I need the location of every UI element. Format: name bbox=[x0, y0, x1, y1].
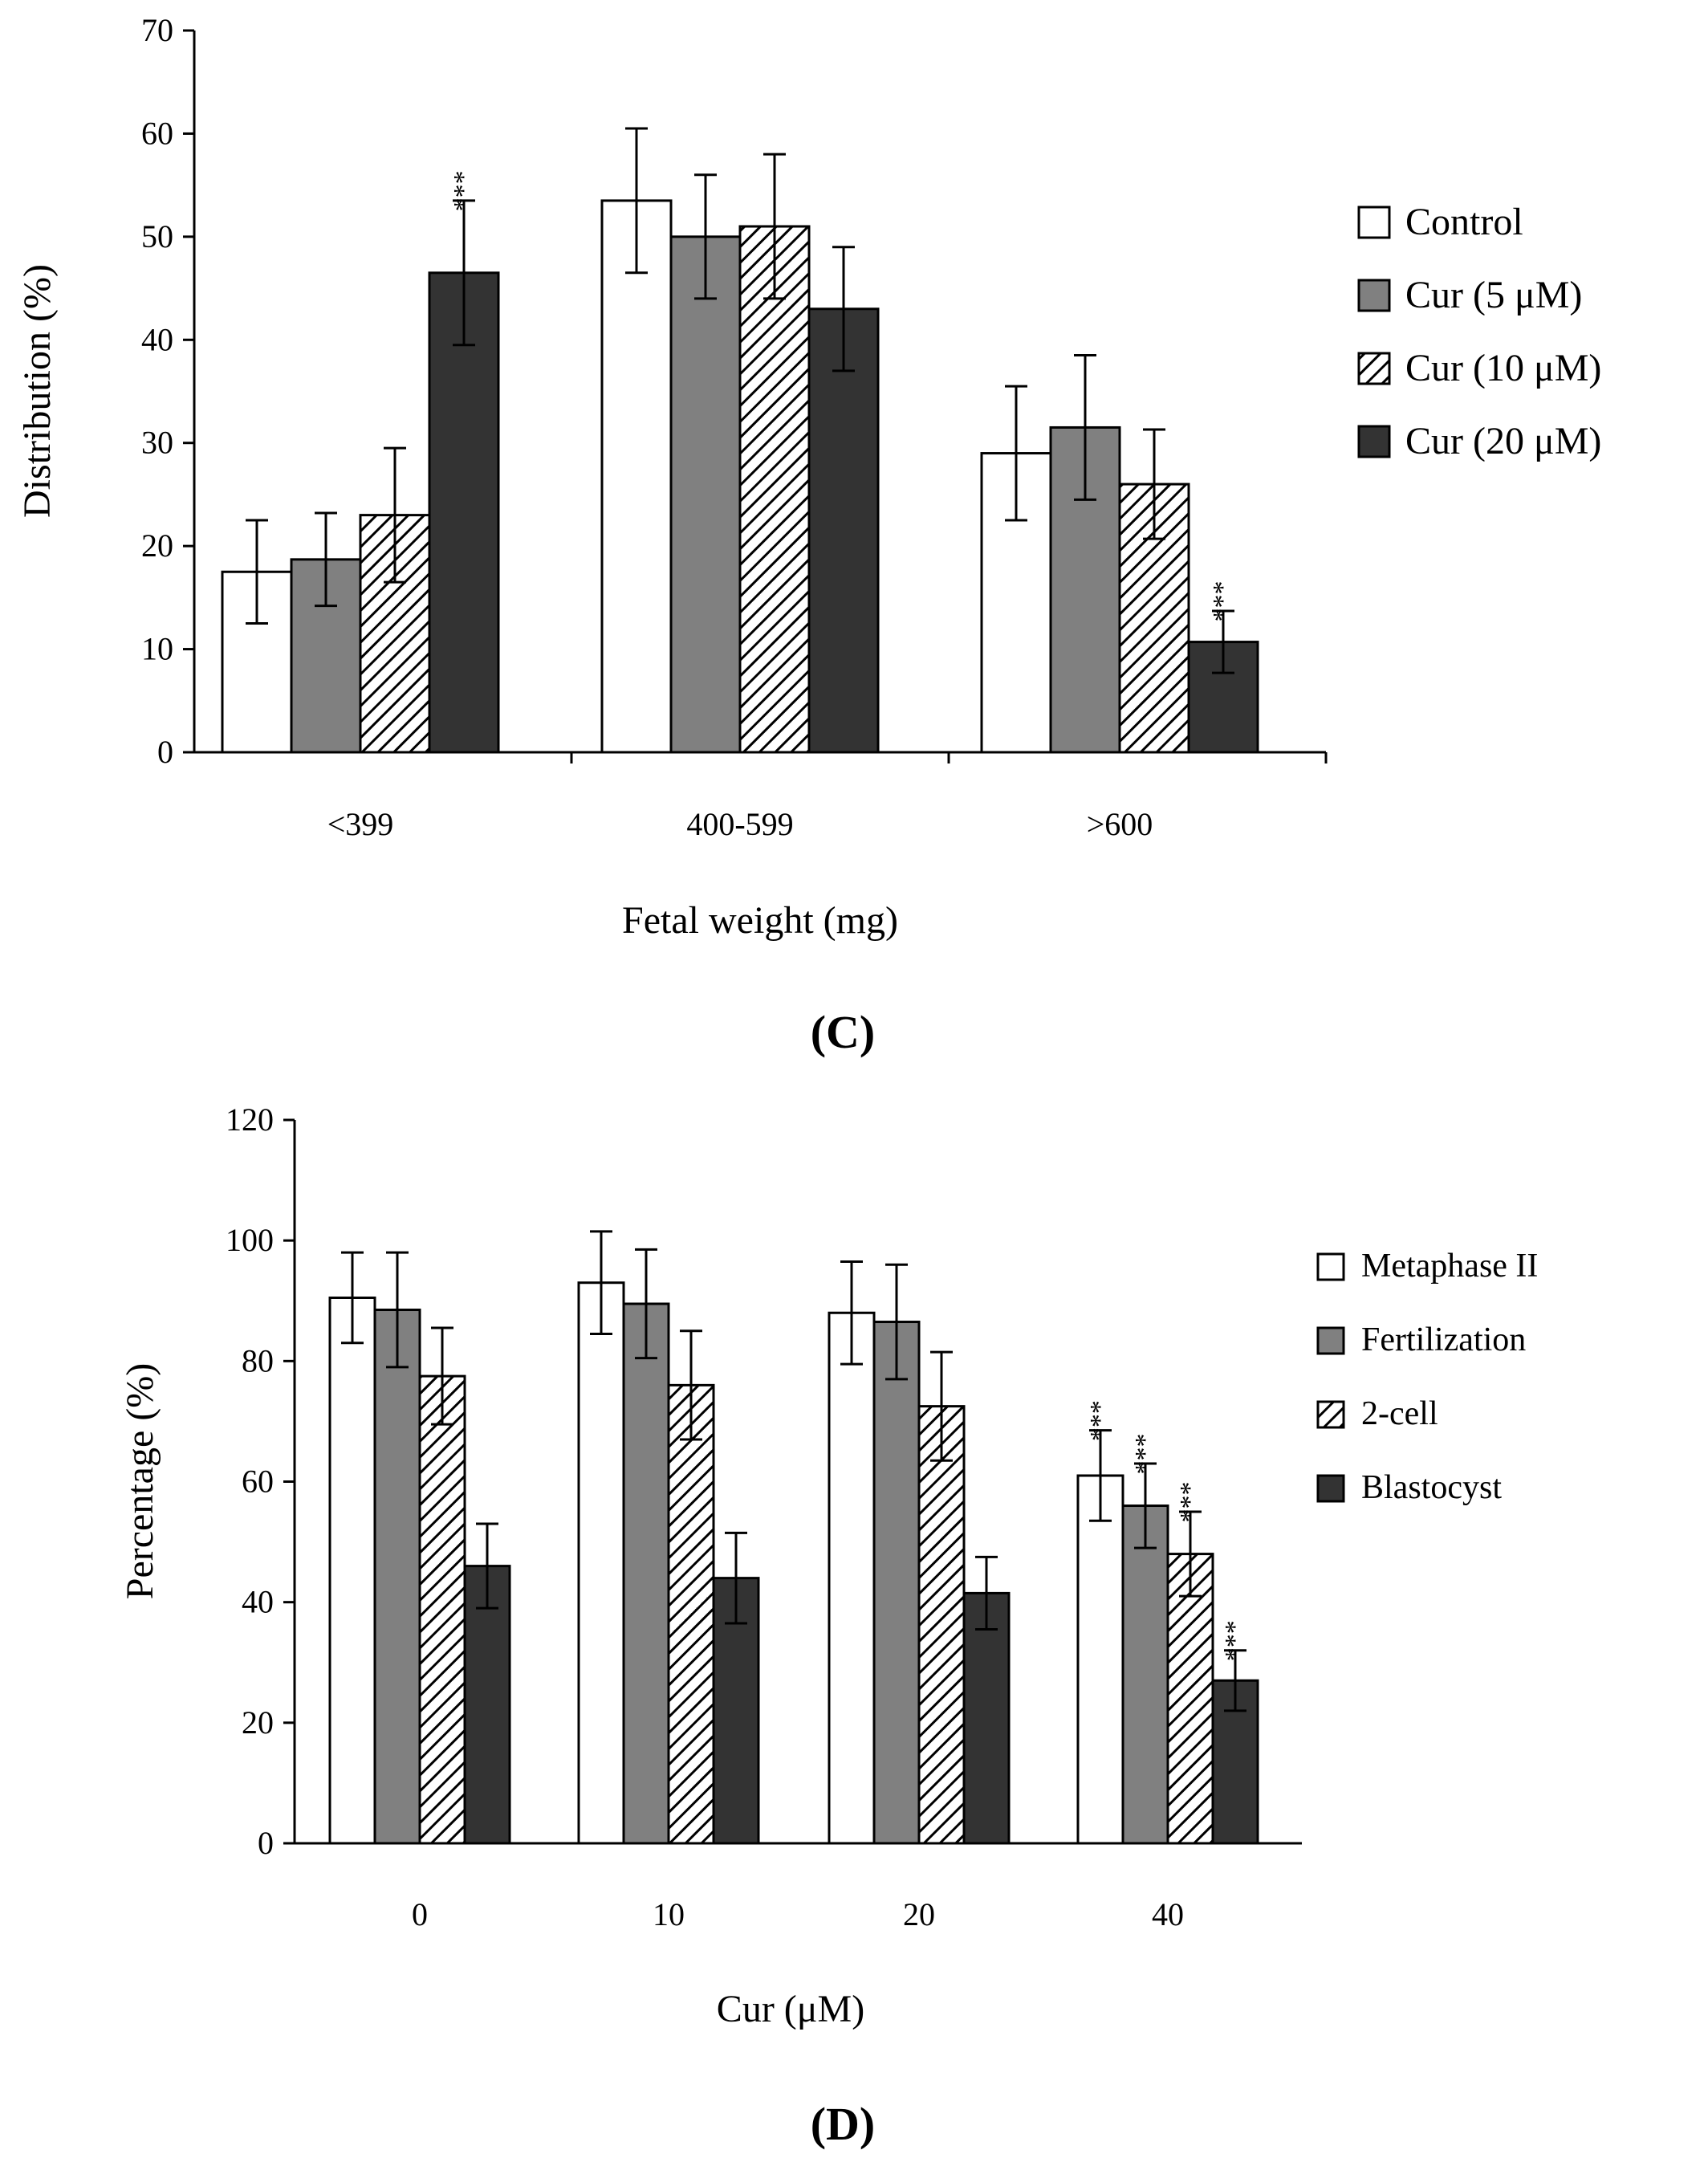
chart-d-bar bbox=[1166, 1553, 1214, 1845]
chart-c-legend-swatch bbox=[1357, 425, 1391, 458]
chart-d-bars: *** *** *** *** bbox=[328, 1230, 1259, 1845]
chart-c-bars: *** *** bbox=[221, 127, 1259, 754]
chart-c-bar bbox=[669, 235, 742, 754]
chart-c-legend-swatch bbox=[1357, 206, 1391, 239]
chart-c-bar bbox=[600, 199, 673, 754]
chart-c-bar bbox=[428, 271, 500, 754]
chart-d-bar bbox=[577, 1281, 625, 1845]
chart-d-legend-swatch bbox=[1316, 1252, 1345, 1281]
chart-d-bar bbox=[828, 1311, 876, 1845]
chart-c-bar bbox=[290, 558, 362, 754]
chart-d-y-tick-label: 60 bbox=[242, 1464, 274, 1500]
chart-d-panel-label: (D) bbox=[811, 2098, 876, 2150]
chart-d-y-tick-label: 100 bbox=[226, 1222, 274, 1258]
chart-c-bar bbox=[738, 225, 811, 754]
chart-c-legend-label: Cur (20 μM) bbox=[1405, 420, 1601, 462]
chart-d-legend-label: Fertilization bbox=[1361, 1321, 1526, 1358]
chart-d-bar bbox=[1121, 1504, 1169, 1845]
chart-c-x-tick-label: <399 bbox=[327, 806, 394, 842]
chart-c-y-tick-label: 0 bbox=[157, 734, 173, 770]
chart-d-bar bbox=[622, 1302, 670, 1845]
chart-d-significance-mark: *** bbox=[1130, 1433, 1160, 1474]
chart-c-significance-mark: *** bbox=[449, 170, 478, 211]
chart-c-y-tick-label: 40 bbox=[141, 321, 173, 357]
chart-d-bar bbox=[667, 1383, 715, 1845]
chart-d-x-axis-title: Cur (μM) bbox=[717, 1988, 864, 2030]
chart-c-legend-swatch bbox=[1357, 279, 1391, 312]
chart-d-bar bbox=[962, 1591, 1011, 1845]
chart-d-legend-label: Metaphase II bbox=[1361, 1248, 1538, 1285]
chart-d-x-tick-labels: 0 10 20 40 bbox=[412, 1896, 1184, 1932]
chart-d-y-tick-label: 120 bbox=[226, 1101, 274, 1138]
chart-c-legend-label: Control bbox=[1405, 201, 1523, 243]
chart-c-y-tick-label: 10 bbox=[141, 631, 173, 667]
chart-c-y-tick-label: 60 bbox=[141, 115, 173, 151]
chart-d-legend-swatch bbox=[1316, 1326, 1345, 1355]
chart-d-y-tick-label: 0 bbox=[258, 1825, 274, 1861]
chart-c-y-tick-label: 20 bbox=[141, 527, 173, 564]
chart-c-y-tick-label: 70 bbox=[141, 12, 173, 48]
chart-d: 0 20 40 60 80 100 120 0 10 20 40 *** *** *** *** Cur… bbox=[119, 1101, 1538, 2150]
chart-c: 0 10 20 30 40 50 60 70 <399 400-599 >600 *** *** F… bbox=[16, 12, 1601, 1058]
chart-d-legend-swatch bbox=[1316, 1474, 1345, 1503]
chart-d-bar bbox=[373, 1309, 421, 1845]
chart-c-legend: Control Cur (5 μM) Cur (10 μM) Cur (20 μM) bbox=[1357, 201, 1601, 462]
chart-d-y-tick-label: 40 bbox=[242, 1584, 274, 1620]
chart-c-x-axis-title: Fetal weight (mg) bbox=[622, 899, 898, 942]
chart-d-x-tick-label: 0 bbox=[412, 1896, 428, 1932]
chart-d-bar bbox=[1076, 1474, 1124, 1845]
chart-d-legend-swatch bbox=[1316, 1400, 1345, 1429]
chart-c-x-tick-label: 400-599 bbox=[686, 806, 793, 842]
chart-d-x-tick-label: 40 bbox=[1152, 1896, 1184, 1932]
chart-d-y-axis-title: Percentage (%) bbox=[119, 1363, 161, 1600]
chart-c-legend-label: Cur (5 μM) bbox=[1405, 274, 1582, 316]
chart-d-bar bbox=[872, 1321, 921, 1845]
chart-d-x-tick-label: 10 bbox=[653, 1896, 685, 1932]
chart-d-bar bbox=[1211, 1679, 1259, 1845]
chart-c-x-tick-labels: <399 400-599 >600 bbox=[327, 752, 1328, 842]
chart-d-legend-label: 2-cell bbox=[1361, 1395, 1438, 1432]
chart-d-significance-mark: *** bbox=[1220, 1620, 1250, 1661]
chart-d-y-tick-label: 20 bbox=[242, 1704, 274, 1741]
chart-c-y-axis-title: Distribution (%) bbox=[16, 264, 59, 518]
chart-c-y-ticks: 0 10 20 30 40 50 60 70 bbox=[141, 12, 194, 770]
chart-c-y-tick-label: 50 bbox=[141, 218, 173, 254]
chart-d-y-ticks: 0 20 40 60 80 100 120 bbox=[226, 1101, 295, 1861]
chart-d-bar bbox=[917, 1405, 966, 1845]
chart-d-legend-label: Blastocyst bbox=[1361, 1469, 1502, 1506]
chart-d-y-tick-label: 80 bbox=[242, 1342, 274, 1378]
chart-d-significance-mark: *** bbox=[1175, 1482, 1205, 1523]
chart-c-legend-label: Cur (10 μM) bbox=[1405, 347, 1601, 389]
chart-c-bar bbox=[807, 307, 880, 754]
chart-d-bar bbox=[328, 1296, 376, 1845]
chart-c-y-tick-label: 30 bbox=[141, 425, 173, 461]
chart-c-significance-mark: *** bbox=[1208, 581, 1238, 622]
chart-c-panel-label: (C) bbox=[811, 1006, 876, 1058]
chart-d-x-tick-label: 20 bbox=[903, 1896, 935, 1932]
chart-c-legend-swatch bbox=[1357, 352, 1391, 385]
chart-c-x-tick-label: >600 bbox=[1087, 806, 1153, 842]
chart-d-legend: Metaphase II Fertilization 2-cell Blastocys… bbox=[1316, 1248, 1538, 1506]
chart-d-bar bbox=[418, 1374, 466, 1845]
chart-d-significance-mark: *** bbox=[1085, 1400, 1115, 1441]
